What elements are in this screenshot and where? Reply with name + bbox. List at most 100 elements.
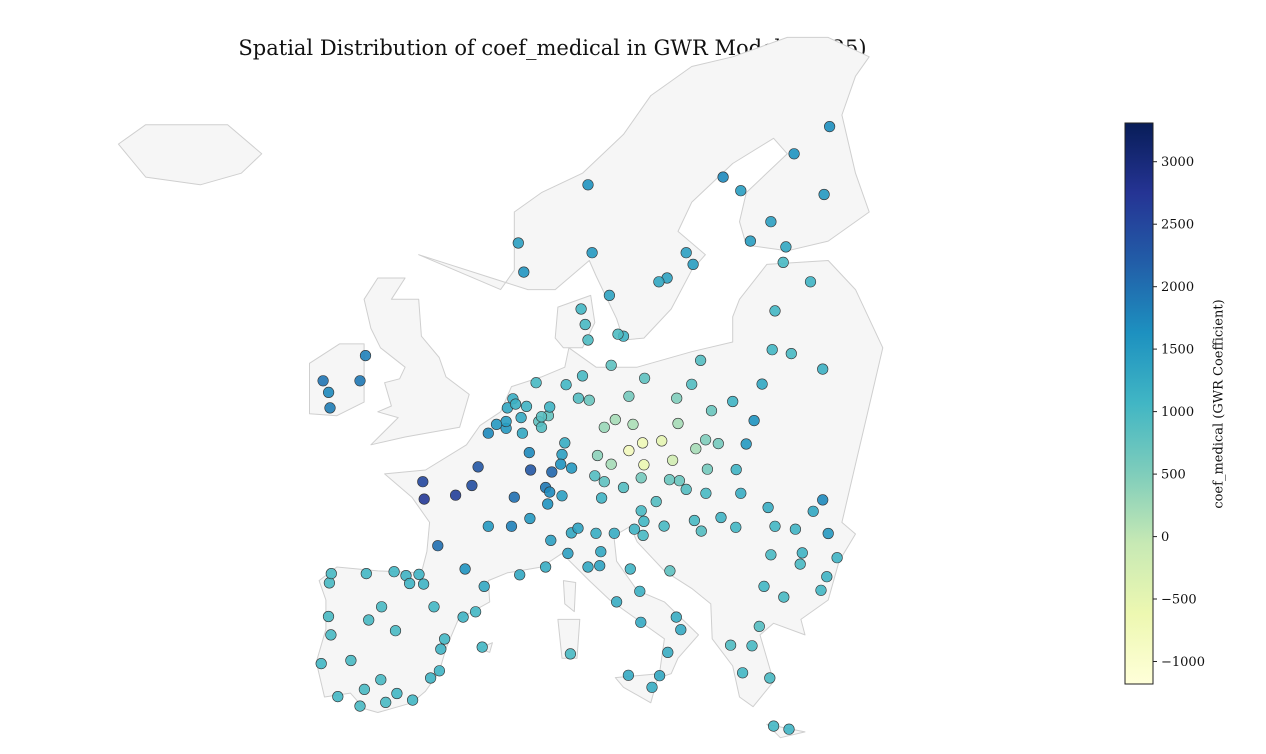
data-point [807, 505, 819, 517]
data-point [459, 563, 471, 575]
data-point [572, 392, 585, 404]
data-point [407, 694, 419, 706]
data-point [524, 512, 536, 525]
data-point [564, 648, 577, 660]
data-point [428, 601, 440, 613]
data-point [680, 247, 692, 259]
data-point [769, 520, 781, 532]
data-point [546, 466, 558, 478]
data-point [701, 463, 714, 475]
data-point [635, 472, 647, 484]
data-point [324, 402, 336, 414]
data-point [582, 334, 594, 346]
data-point [778, 591, 790, 603]
data-point [756, 378, 768, 390]
data-point [380, 696, 392, 709]
colorbar-tick-label: 500 [1161, 468, 1186, 483]
data-point [556, 490, 568, 502]
data-point [823, 120, 836, 133]
colorbar-tick-label: 1000 [1161, 405, 1194, 420]
colorbar-ticks: 3000 2500 2000 1500 1000 500 0 −500 −1000 [1153, 155, 1205, 670]
data-point [748, 415, 760, 427]
data-point [638, 372, 651, 384]
data-point [582, 561, 594, 573]
data-point [777, 256, 789, 269]
data-point [589, 470, 601, 482]
data-point [523, 447, 535, 459]
data-point [425, 672, 437, 684]
land-polygon [309, 343, 365, 417]
data-point [512, 237, 524, 249]
data-point [562, 547, 574, 560]
data-point [433, 665, 446, 677]
data-point [325, 567, 337, 580]
data-point [520, 400, 533, 413]
data-point [586, 247, 598, 259]
data-point [712, 438, 724, 450]
data-point [664, 565, 676, 577]
data-point [656, 435, 668, 447]
land-polygon [117, 124, 263, 186]
data-point [317, 375, 329, 387]
data-point [524, 464, 537, 476]
data-point [705, 405, 718, 417]
data-point [646, 681, 658, 693]
data-point [323, 386, 335, 399]
data-point [735, 185, 747, 197]
data-point [789, 523, 802, 535]
data-point [831, 552, 843, 564]
data-point [623, 390, 635, 402]
data-point [673, 475, 686, 487]
colorbar-tick-label: 0 [1161, 530, 1169, 545]
data-point [634, 585, 646, 597]
data-point [762, 501, 774, 514]
data-point [514, 569, 526, 581]
data-point [746, 640, 758, 652]
data-point [559, 437, 571, 449]
data-point [717, 171, 729, 183]
data-point [595, 492, 608, 504]
data-point [694, 354, 707, 367]
data-point [345, 654, 357, 667]
data-point [638, 515, 650, 528]
data-point [539, 561, 552, 573]
data-point [740, 438, 752, 450]
data-point [662, 646, 674, 659]
data-point [556, 448, 568, 461]
data-point [575, 303, 587, 315]
data-point [354, 700, 366, 712]
data-point [821, 571, 833, 583]
data-point [360, 567, 372, 580]
data-point [545, 534, 557, 547]
data-point [509, 398, 522, 410]
data-point [687, 258, 699, 271]
data-point [670, 611, 682, 623]
data-point [727, 395, 739, 408]
data-point [769, 305, 781, 317]
data-point [715, 511, 727, 524]
data-point [595, 546, 607, 558]
data-point [508, 491, 520, 503]
data-point [389, 625, 402, 637]
data-point [322, 610, 335, 623]
data-point [544, 401, 556, 413]
data-point [675, 624, 687, 636]
colorbar-tick-label: 3000 [1161, 155, 1194, 170]
colorbar-tick-label: 2000 [1161, 280, 1194, 295]
data-point [688, 514, 701, 527]
data-point [780, 241, 792, 253]
data-point [391, 687, 403, 700]
land-polygon [557, 618, 581, 659]
data-point [617, 481, 630, 494]
data-point [622, 669, 635, 681]
data-point [363, 614, 375, 626]
data-point [590, 527, 602, 539]
data-point [637, 529, 649, 542]
colorbar-label: coef_medical (GWR Coefficient) [1211, 299, 1227, 509]
data-point [583, 394, 595, 406]
data-point [796, 547, 808, 559]
data-point [594, 560, 606, 572]
data-point [418, 493, 430, 505]
data-point [315, 657, 327, 670]
data-point [358, 683, 371, 696]
